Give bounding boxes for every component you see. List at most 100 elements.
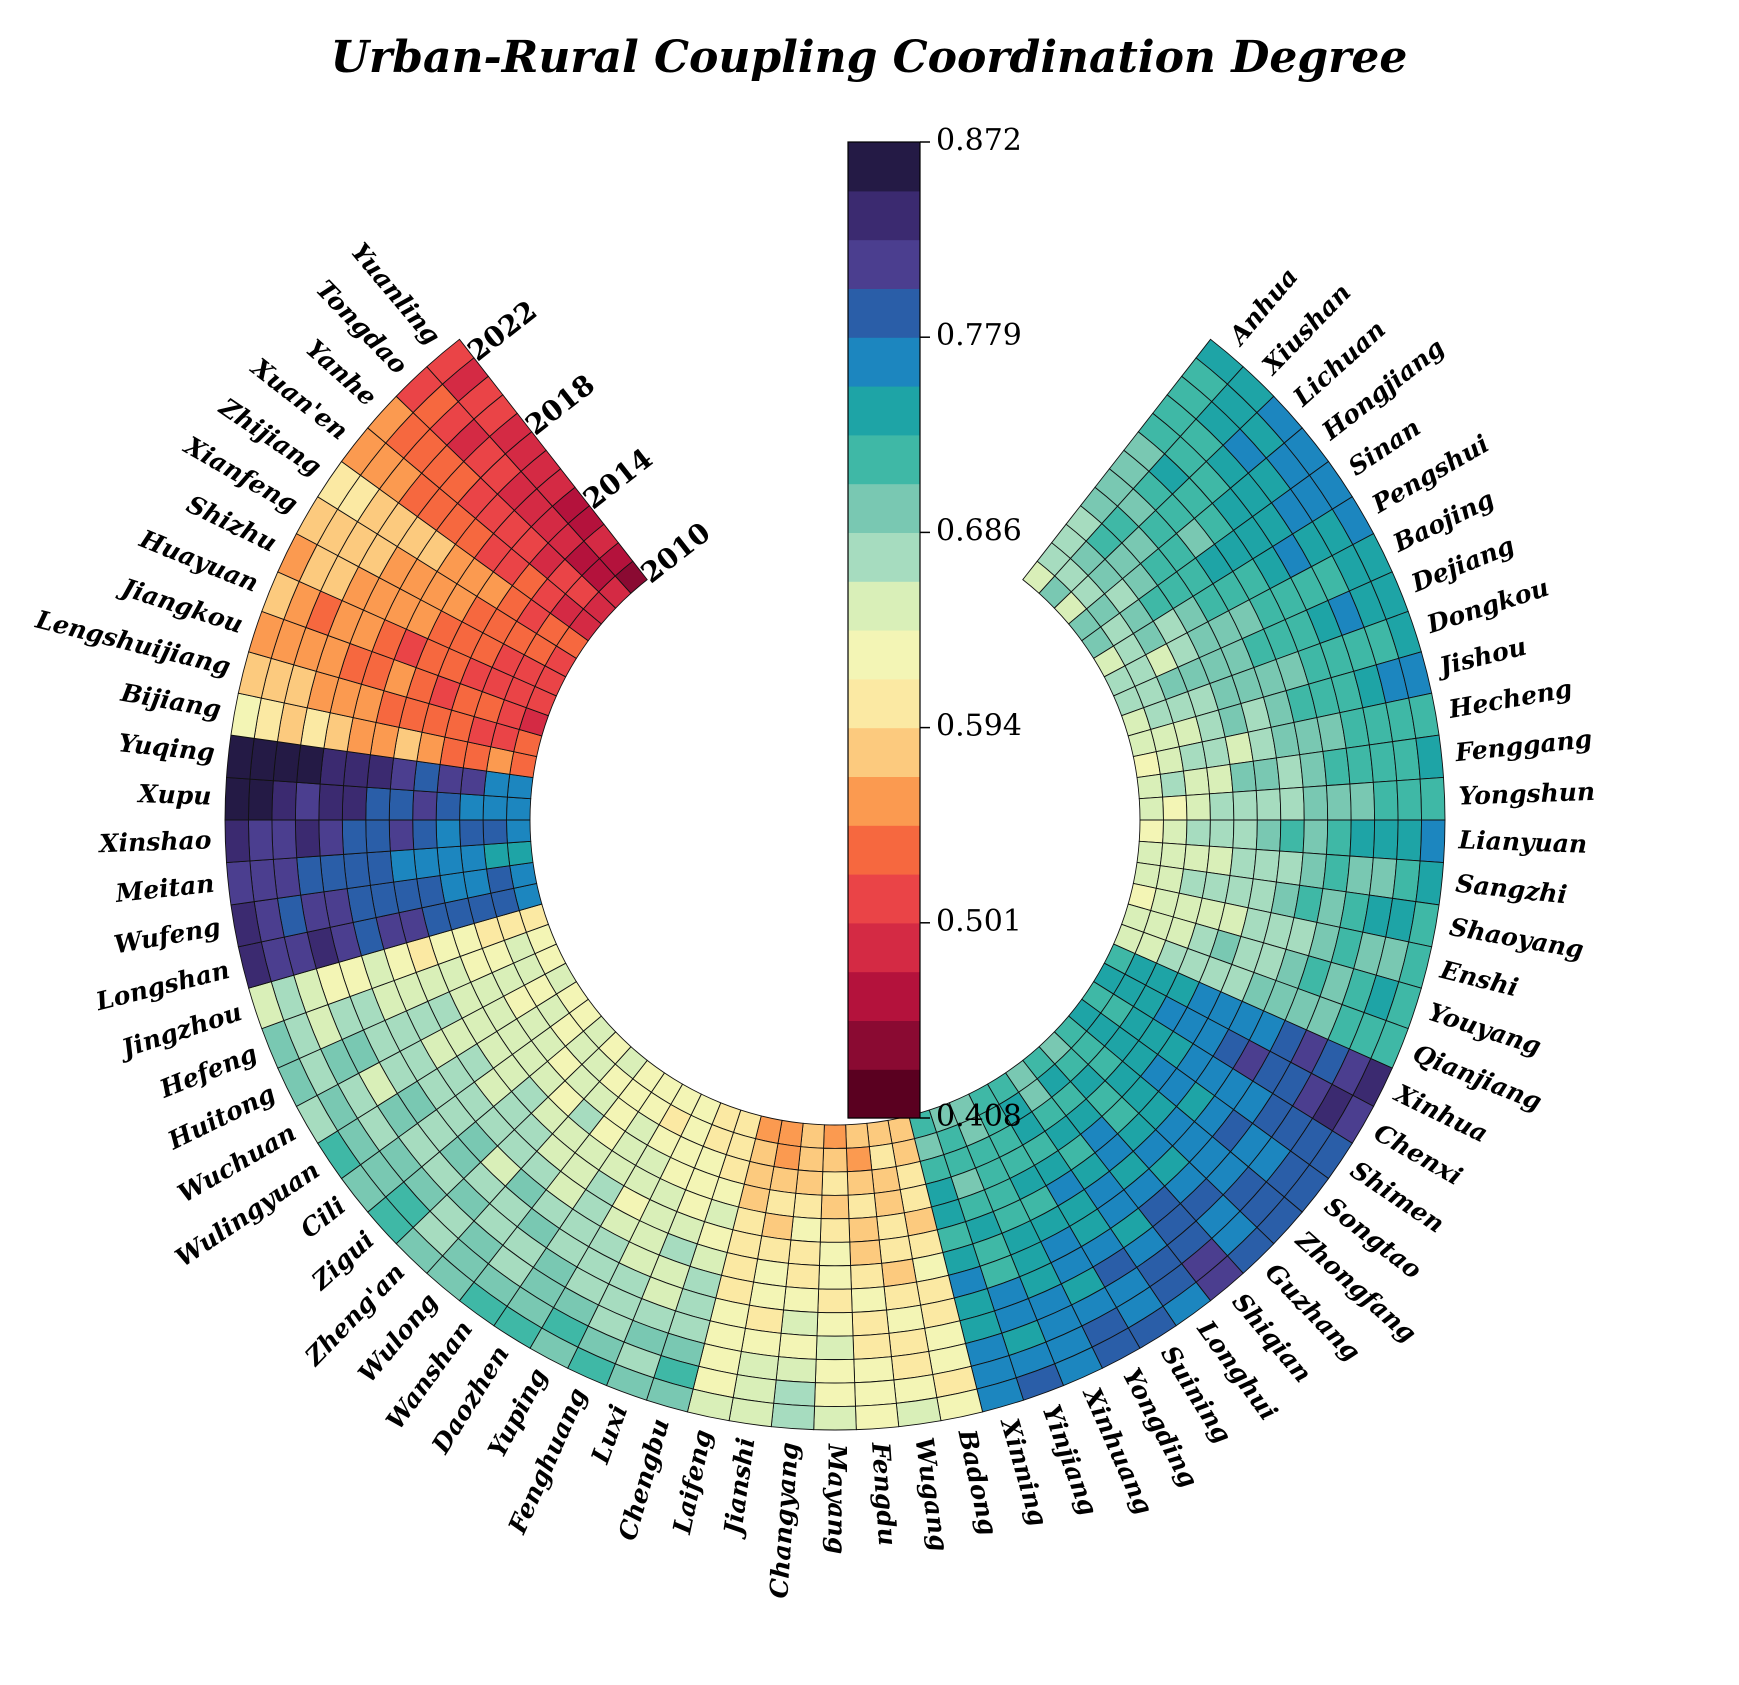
heatmap-cell [813, 1405, 857, 1431]
heatmap-cell [271, 819, 298, 860]
heatmap-cell [365, 786, 391, 821]
heatmap-cell [818, 1265, 852, 1290]
heatmap-cell [1162, 794, 1188, 821]
heatmap-cell [873, 1189, 905, 1218]
county-label: Xinshao [97, 825, 212, 858]
heatmap-cell [1229, 760, 1257, 793]
heatmap-cell [850, 1262, 885, 1290]
colorbar-segment [848, 630, 920, 680]
heatmap-cell [1155, 746, 1185, 775]
heatmap-cell [850, 1286, 887, 1313]
heatmap-cell [388, 788, 415, 821]
heatmap-cell [783, 1286, 820, 1313]
heatmap-cell [1275, 850, 1304, 886]
heatmap-cell [845, 1146, 873, 1173]
heatmap-cells [224, 338, 1446, 1431]
heatmap-cell [854, 1379, 897, 1407]
heatmap-cell [851, 1309, 890, 1337]
county-label: Fengdu [866, 1440, 902, 1546]
heatmap-cell [1368, 741, 1398, 783]
heatmap-cell [319, 853, 348, 893]
colorbar-frame [847, 141, 921, 1119]
colorbar-segment [848, 922, 920, 973]
heatmap-cell [818, 1241, 852, 1267]
heatmap-cell [272, 741, 302, 783]
heatmap-cell [365, 819, 391, 854]
county-label: Wugang [909, 1436, 954, 1553]
colorbar-tick-label: 0.501 [936, 904, 1022, 939]
heatmap-cell [1396, 819, 1422, 862]
heatmap-cell [412, 790, 438, 821]
heatmap-cell [1136, 840, 1164, 867]
heatmap-cell [1255, 788, 1282, 821]
heatmap-cell [1159, 842, 1187, 870]
heatmap-cell [460, 844, 488, 873]
heatmap-cell [1138, 819, 1164, 844]
heatmap-cell [848, 1216, 880, 1243]
heatmap-cell [1419, 819, 1446, 864]
heatmap-cell [1252, 757, 1281, 792]
heatmap-cell [1372, 819, 1399, 860]
heatmap-cell [459, 793, 485, 821]
heatmap-cell [1252, 848, 1281, 883]
heatmap-cell [1136, 773, 1164, 800]
heatmap-cell [1229, 847, 1257, 880]
heatmap-cell [318, 819, 344, 857]
county-label: Bijiang [118, 678, 224, 724]
heatmap-cell [757, 1235, 792, 1264]
heatmap-cell [814, 1382, 856, 1407]
year-label: 2014 [577, 442, 659, 516]
county-label: Luxi [585, 1401, 633, 1468]
heatmap-cell [761, 1212, 794, 1241]
heatmap-cell [1322, 853, 1351, 893]
heatmap-cell [815, 1335, 855, 1361]
colorbar-segment [848, 239, 920, 289]
heatmap-cell [224, 819, 251, 864]
heatmap-cell [795, 1169, 824, 1196]
heatmap-cell [1302, 819, 1329, 855]
heatmap-cell [778, 1332, 818, 1360]
heatmap-cell [853, 1356, 895, 1384]
colorbar-tick-label: 0.779 [936, 318, 1022, 353]
heatmap-cell [1159, 770, 1187, 798]
heatmap-cell [878, 1235, 913, 1264]
heatmap-cell [855, 1402, 900, 1431]
heatmap-cell [435, 791, 462, 821]
heatmap-cell [506, 796, 532, 821]
heatmap-cell [226, 734, 255, 780]
heatmap-cell [821, 1171, 849, 1196]
county-label: Jishou [1433, 632, 1530, 683]
colorbar-segment [848, 1020, 920, 1070]
heatmap-cell [790, 1216, 822, 1243]
heatmap-cell [436, 845, 464, 877]
heatmap-cell [343, 750, 371, 788]
colorbar-segment [848, 1069, 920, 1119]
colorbar-segment [848, 142, 920, 192]
heatmap-cell [413, 847, 441, 880]
county-label: Wufeng [112, 912, 223, 959]
colorbar-segment [848, 874, 920, 924]
year-label: 2018 [519, 368, 601, 442]
heatmap-cell [822, 1147, 848, 1173]
heatmap-cell [366, 850, 395, 886]
heatmap-cell [797, 1146, 825, 1173]
year-label: 2010 [635, 516, 717, 590]
heatmap-cell [224, 776, 251, 821]
heatmap-cell [1232, 819, 1258, 850]
heatmap-cell [769, 1166, 799, 1194]
colorbar-tick-label: 0.686 [936, 513, 1022, 548]
heatmap-cell [366, 754, 395, 790]
heatmap-cell [820, 1194, 850, 1220]
chart-title: Urban-Rural Coupling Coordination Degree [331, 32, 1408, 83]
county-label: Shaoyang [1447, 912, 1585, 964]
heatmap-cell [459, 819, 485, 847]
heatmap-cell [319, 747, 348, 787]
heatmap-cell [823, 1124, 847, 1149]
heatmap-cell [343, 852, 371, 890]
heatmap-cell [1299, 852, 1327, 890]
heatmap-cell [1279, 786, 1305, 821]
heatmap-cell [1255, 819, 1282, 852]
county-label: Xupu [136, 779, 212, 811]
